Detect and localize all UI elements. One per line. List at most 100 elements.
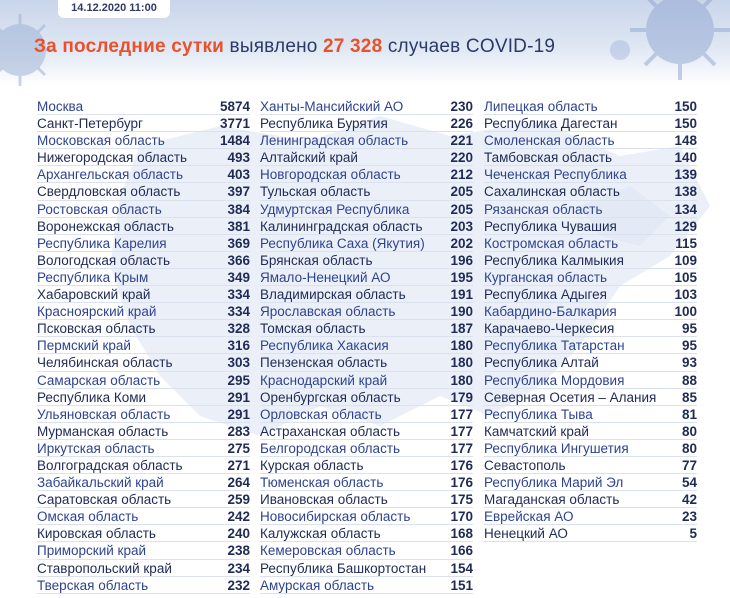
russia-map-background [110, 116, 710, 436]
row-divider [484, 165, 697, 167]
row-divider [484, 455, 697, 457]
list-item: Ставропольский край 234 [37, 560, 250, 577]
region-name: Краснодарский край [260, 372, 388, 388]
region-name: Республика Марий Эл [484, 475, 624, 491]
case-count: 5874 [219, 99, 250, 114]
case-count: 109 [674, 252, 697, 268]
list-item: Сахалинская область 138 [484, 183, 697, 201]
region-name: Республика Саха (Якутия) [260, 235, 425, 251]
case-count: 100 [674, 304, 697, 320]
list-item: Курская область 176 [260, 457, 473, 475]
row-divider [484, 370, 697, 372]
case-count: 81 [681, 406, 697, 422]
region-name: Республика Башкортостан [260, 560, 427, 576]
case-count: 150 [674, 116, 697, 132]
region-column-2: Ханты-Мансийский АО 230 Республика Буряти… [260, 98, 473, 594]
case-count: 80 [681, 423, 697, 439]
row-divider [37, 404, 250, 406]
row-divider [484, 233, 697, 235]
row-divider [260, 114, 473, 116]
region-name: Чеченская Республика [484, 167, 627, 183]
case-count: 139 [674, 167, 697, 183]
page-title: За последние сутки выявлено 27 328 случа… [34, 36, 555, 58]
case-count: 349 [227, 269, 250, 285]
case-count: 202 [450, 235, 473, 251]
row-divider [260, 199, 473, 201]
list-item: Чеченская Республика 139 [484, 166, 697, 184]
row-divider [37, 421, 250, 423]
case-count: 176 [450, 475, 473, 491]
list-item: Московская область 1484 [37, 132, 250, 150]
row-divider [37, 319, 250, 321]
list-item: Республика Чувашия 129 [484, 218, 697, 235]
row-divider [484, 473, 697, 475]
row-divider [484, 387, 697, 389]
region-name: Ненецкий АО [484, 526, 568, 542]
row-divider [37, 507, 250, 509]
list-item: Северная Осетия – Алания 85 [484, 389, 697, 406]
region-name: Архангельская область [37, 167, 184, 183]
region-name: Иркутская область [37, 440, 155, 456]
list-item: Воронежская область 381 [37, 218, 250, 235]
headline-prefix: За последние сутки [34, 36, 225, 57]
list-item: Липецкая область 150 [484, 98, 697, 116]
region-name: Рязанская область [484, 201, 603, 217]
list-item: Приморский край 238 [37, 542, 250, 560]
list-item: Оренбургская область 179 [260, 389, 473, 406]
list-item: Красноярский край 334 [37, 303, 250, 321]
row-divider [37, 216, 250, 218]
region-name: Ярославская область [260, 304, 396, 320]
list-item: Ярославская область 190 [260, 303, 473, 321]
case-count: 196 [450, 252, 473, 268]
list-item: Республика Крым 349 [37, 269, 250, 287]
case-count: 203 [450, 218, 473, 234]
row-divider [37, 541, 250, 543]
list-item: Республика Калмыкия 109 [484, 252, 697, 269]
case-count: 271 [227, 457, 250, 473]
row-divider [37, 592, 250, 594]
case-count: 54 [681, 475, 697, 491]
region-name: Новгородская область [260, 167, 401, 183]
case-count: 366 [227, 252, 250, 268]
region-name: Забайкальский край [37, 475, 164, 491]
row-divider [260, 216, 473, 218]
region-name: Смоленская область [484, 133, 615, 149]
case-count: 179 [450, 389, 473, 405]
region-name: Костромская область [484, 235, 619, 251]
row-divider [260, 285, 473, 287]
list-item: Тюменская область 176 [260, 474, 473, 492]
region-name: Вологодская область [37, 252, 170, 268]
row-divider [260, 165, 473, 167]
region-name: Республика Коми [37, 389, 147, 405]
row-divider [37, 199, 250, 201]
list-item: Саратовская область 259 [37, 491, 250, 509]
region-name: Псковская область [37, 321, 156, 337]
region-name: Сахалинская область [484, 184, 620, 200]
region-name: Ростовская область [37, 201, 162, 217]
row-divider [260, 250, 473, 252]
region-name: Тульская область [260, 184, 371, 200]
row-divider [484, 199, 697, 201]
row-divider [37, 490, 250, 492]
row-divider [37, 473, 250, 475]
row-divider [260, 524, 473, 526]
case-count: 381 [227, 218, 250, 234]
row-divider [484, 421, 697, 423]
case-count: 140 [674, 150, 697, 166]
case-count: 180 [450, 372, 473, 388]
case-count: 316 [227, 338, 250, 354]
list-item: Республика Башкортостан 154 [260, 560, 473, 577]
row-divider [484, 285, 697, 287]
case-count: 177 [450, 406, 473, 422]
list-item: Кировская область 240 [37, 525, 250, 543]
row-divider [260, 131, 473, 133]
list-item: Томская область 187 [260, 320, 473, 338]
region-name: Орловская область [260, 406, 382, 422]
region-name: Магаданская область [484, 492, 620, 508]
list-item: Архангельская область 403 [37, 166, 250, 184]
row-divider [37, 455, 250, 457]
region-name: Хабаровский край [37, 287, 151, 303]
case-count: 170 [450, 509, 473, 525]
list-item: Республика Дагестан 150 [484, 115, 697, 133]
list-item: Нижегородская область 493 [37, 149, 250, 167]
